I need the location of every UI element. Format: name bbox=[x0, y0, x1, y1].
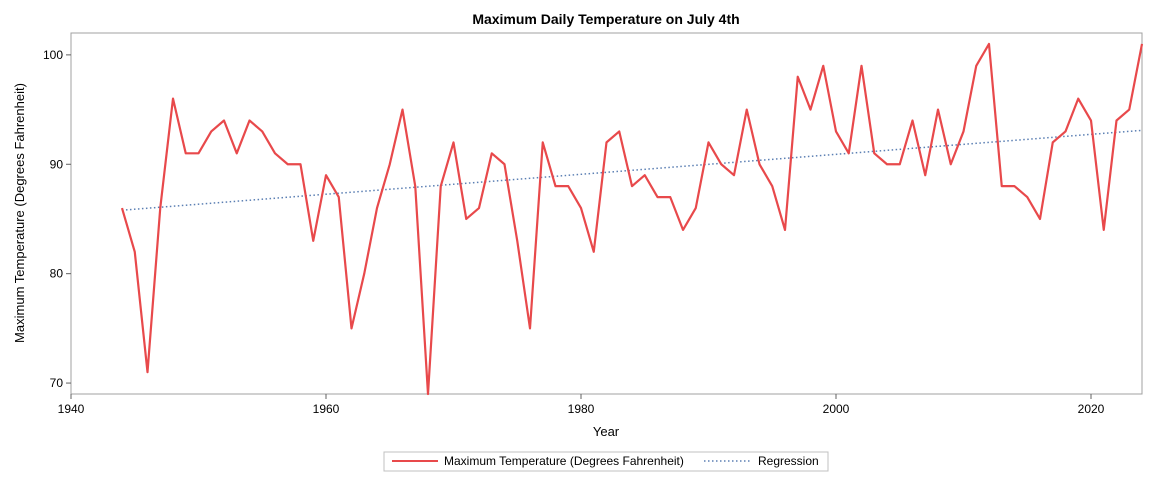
plot-area-frame bbox=[70, 32, 1143, 395]
x-axis: 1940 1960 1980 2000 2020 bbox=[58, 394, 1105, 416]
series-line-temperature bbox=[120, 42, 1144, 396]
y-tick-label: 90 bbox=[50, 157, 64, 171]
x-tick-label: 1940 bbox=[58, 402, 85, 416]
y-tick-label: 80 bbox=[50, 267, 64, 281]
y-axis-label: Maximum Temperature (Degrees Fahrenheit) bbox=[12, 83, 27, 343]
x-tick-label: 2020 bbox=[1078, 402, 1105, 416]
legend-label-temperature: Maximum Temperature (Degrees Fahrenheit) bbox=[444, 454, 684, 468]
legend: Maximum Temperature (Degrees Fahrenheit)… bbox=[383, 451, 829, 472]
legend-frame bbox=[383, 451, 829, 472]
series-line-regression bbox=[121, 129, 1143, 211]
legend-label-regression: Regression bbox=[758, 454, 819, 468]
y-axis: 70 80 90 100 bbox=[43, 48, 71, 390]
y-tick-label: 100 bbox=[43, 48, 63, 62]
chart-title: Maximum Daily Temperature on July 4th bbox=[472, 11, 739, 27]
x-tick-label: 1960 bbox=[313, 402, 340, 416]
x-axis-label: Year bbox=[593, 424, 620, 439]
x-tick-label: 2000 bbox=[823, 402, 850, 416]
series-layer bbox=[120, 42, 1144, 396]
y-tick-label: 70 bbox=[50, 376, 64, 390]
x-tick-label: 1980 bbox=[568, 402, 595, 416]
